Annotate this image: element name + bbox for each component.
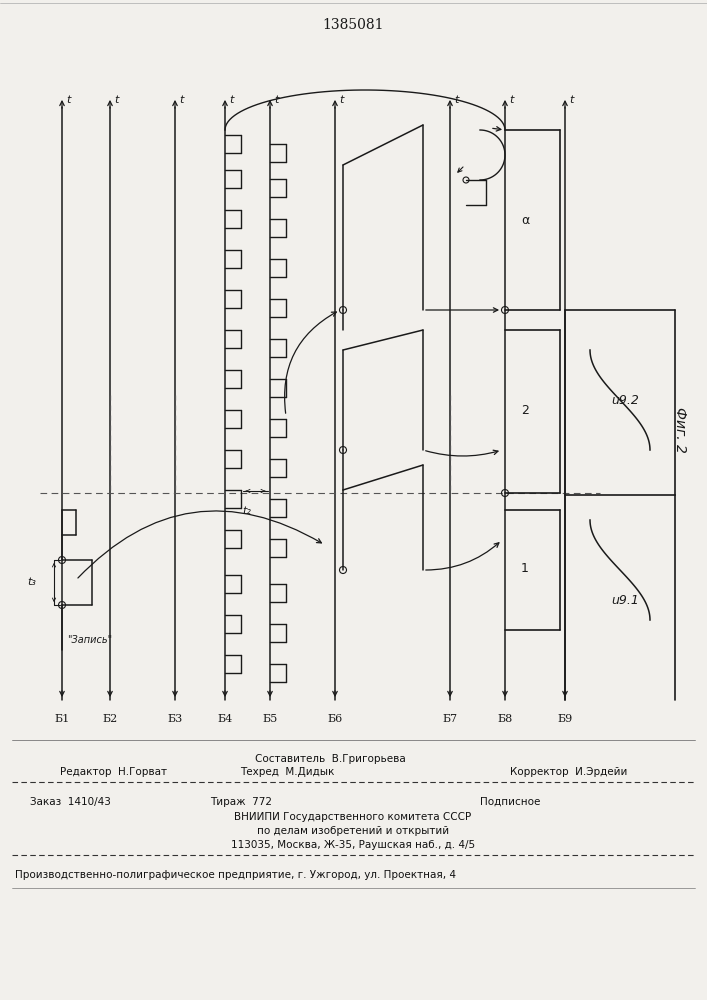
Text: "Запись": "Запись": [67, 635, 112, 645]
Text: Техред  М.Дидык: Техред М.Дидык: [240, 767, 334, 777]
Text: t: t: [179, 95, 183, 105]
Text: Б1: Б1: [54, 714, 69, 724]
Text: Производственно-полиграфическое предприятие, г. Ужгород, ул. Проектная, 4: Производственно-полиграфическое предприя…: [15, 870, 456, 880]
Text: t: t: [274, 95, 279, 105]
Text: 1385081: 1385081: [322, 18, 384, 32]
Text: Корректор  И.Эрдейи: Корректор И.Эрдейи: [510, 767, 627, 777]
Text: t: t: [509, 95, 513, 105]
Text: t: t: [339, 95, 344, 105]
Text: Подписное: Подписное: [480, 797, 540, 807]
Text: t: t: [454, 95, 458, 105]
Text: Б4: Б4: [217, 714, 233, 724]
Text: Тираж  772: Тираж 772: [210, 797, 272, 807]
Text: Б5: Б5: [262, 714, 278, 724]
Text: Б3: Б3: [168, 714, 182, 724]
Text: ВНИИПИ Государственного комитета СССР: ВНИИПИ Государственного комитета СССР: [235, 812, 472, 822]
Text: α: α: [521, 214, 529, 227]
Text: Заказ  1410/43: Заказ 1410/43: [30, 797, 111, 807]
Text: Б7: Б7: [443, 714, 457, 724]
Text: u9.2: u9.2: [611, 393, 639, 406]
Text: 113035, Москва, Ж-35, Раушская наб., д. 4/5: 113035, Москва, Ж-35, Раушская наб., д. …: [231, 840, 475, 850]
Text: Б6: Б6: [327, 714, 343, 724]
Text: u9.1: u9.1: [611, 593, 639, 606]
Text: t₂: t₂: [243, 506, 252, 516]
Text: t: t: [114, 95, 118, 105]
Text: Составитель  В.Григорьева: Составитель В.Григорьева: [255, 754, 405, 764]
Text: t: t: [229, 95, 233, 105]
Text: Б2: Б2: [103, 714, 117, 724]
Text: Б8: Б8: [498, 714, 513, 724]
Text: t: t: [569, 95, 573, 105]
Text: Б9: Б9: [557, 714, 573, 724]
Text: 2: 2: [521, 403, 529, 416]
Text: 1: 1: [521, 562, 529, 574]
Text: t: t: [66, 95, 71, 105]
Text: Фиг. 2: Фиг. 2: [673, 407, 687, 453]
Text: Редактор  Н.Горват: Редактор Н.Горват: [60, 767, 167, 777]
Text: по делам изобретений и открытий: по делам изобретений и открытий: [257, 826, 449, 836]
Text: t₃: t₃: [28, 577, 37, 587]
